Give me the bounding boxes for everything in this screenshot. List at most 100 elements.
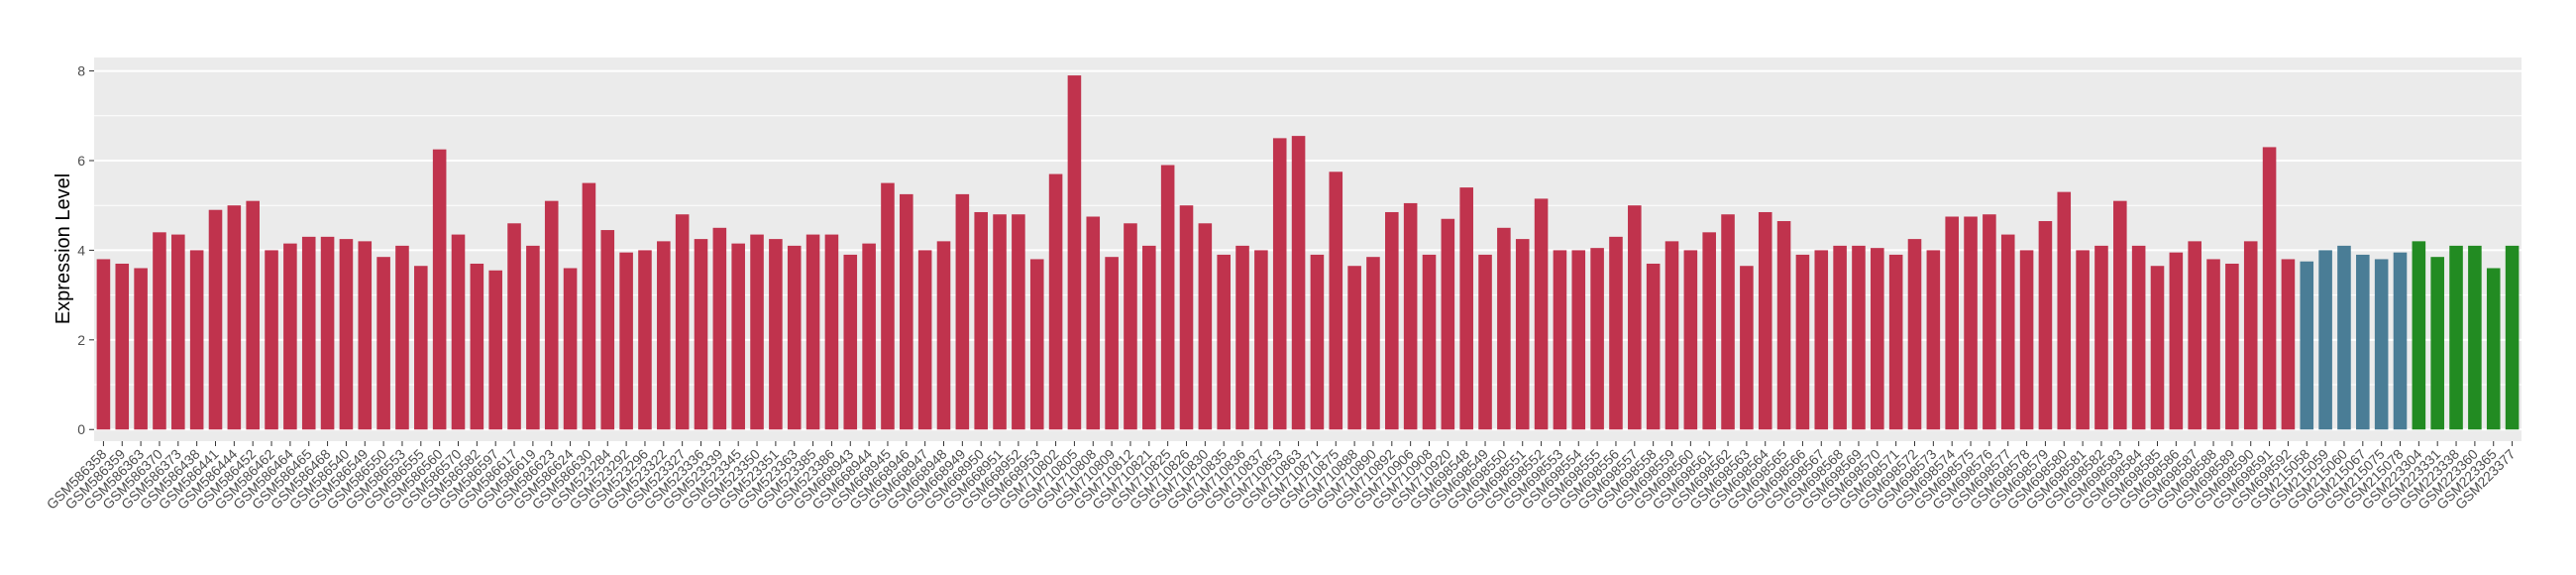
- bar: [189, 250, 204, 430]
- bar: [769, 239, 783, 430]
- bar: [1198, 223, 1213, 430]
- bar: [600, 230, 615, 430]
- bar: [657, 241, 671, 430]
- bar: [1888, 254, 1903, 430]
- bar: [470, 263, 484, 430]
- bar: [974, 211, 988, 430]
- bar: [712, 227, 727, 430]
- bar: [2000, 234, 2015, 430]
- bar: [750, 234, 764, 430]
- bar: [451, 234, 466, 430]
- y-tick-label: 4: [77, 242, 85, 258]
- bar: [1758, 211, 1772, 430]
- bar: [1590, 248, 1604, 430]
- bar: [1983, 214, 1996, 430]
- bar: [1515, 239, 1530, 430]
- bar: [1814, 250, 1829, 430]
- bar: [1329, 172, 1343, 430]
- bar: [993, 214, 1007, 430]
- bar: [1012, 214, 1025, 430]
- bar: [675, 214, 690, 430]
- bar: [1067, 75, 1082, 430]
- bar: [582, 182, 596, 430]
- bar: [2188, 241, 2201, 430]
- bar: [1776, 221, 1791, 430]
- bar: [1086, 216, 1101, 430]
- bar: [917, 250, 932, 430]
- bar: [1609, 236, 1623, 430]
- bar: [2038, 221, 2053, 430]
- bar: [787, 245, 802, 430]
- bar: [227, 205, 242, 430]
- bar: [2076, 250, 2090, 430]
- bar: [526, 245, 540, 430]
- bar: [1478, 254, 1492, 430]
- bar: [563, 268, 578, 430]
- bar: [1571, 250, 1586, 430]
- bar: [936, 241, 951, 430]
- bar: [246, 200, 260, 430]
- bar: [2243, 241, 2258, 430]
- bar: [955, 193, 970, 430]
- bar: [1664, 241, 1679, 430]
- bar: [1871, 248, 1884, 430]
- bar: [1926, 250, 1941, 430]
- bar: [1272, 138, 1287, 430]
- bar: [619, 252, 633, 430]
- bar: [1628, 205, 1642, 430]
- bar: [1907, 239, 1922, 430]
- bar: [301, 236, 316, 430]
- bar: [805, 234, 820, 430]
- bar: [2113, 200, 2127, 430]
- bar: [1553, 250, 1567, 430]
- bar: [376, 257, 390, 430]
- bar: [2337, 245, 2351, 430]
- bar: [694, 239, 708, 430]
- bar: [900, 193, 913, 430]
- bar: [358, 241, 373, 430]
- bar: [2468, 245, 2482, 430]
- bar: [1795, 254, 1810, 430]
- bar: [731, 243, 745, 430]
- bar: [2150, 266, 2165, 430]
- bar: [339, 239, 354, 430]
- bar: [2131, 245, 2146, 430]
- bar: [2393, 252, 2408, 430]
- bar: [2019, 250, 2034, 430]
- bar: [96, 259, 111, 430]
- bar: [2300, 261, 2314, 430]
- bar: [395, 245, 409, 430]
- bar: [1217, 254, 1231, 430]
- bar: [2057, 191, 2072, 430]
- bar: [1105, 257, 1119, 430]
- bar: [1497, 227, 1511, 430]
- bar: [1403, 202, 1418, 430]
- bar: [2505, 245, 2520, 430]
- y-tick-label: 8: [77, 63, 85, 79]
- y-axis-title: Expression Level: [53, 173, 74, 324]
- bar: [862, 243, 876, 430]
- bar: [507, 223, 521, 430]
- bar: [1702, 232, 1716, 430]
- bar: [2374, 259, 2389, 430]
- bar: [1964, 216, 1978, 430]
- bar: [1142, 245, 1156, 430]
- bar: [2412, 241, 2426, 430]
- bar: [1347, 266, 1361, 430]
- y-tick-label: 2: [77, 332, 85, 348]
- y-tick-label: 6: [77, 153, 85, 169]
- bar: [134, 268, 148, 430]
- bar: [1852, 245, 1866, 430]
- bar: [283, 243, 297, 430]
- bar: [2356, 254, 2370, 430]
- bar: [2281, 259, 2296, 430]
- bar: [1833, 245, 1847, 430]
- bar: [153, 232, 166, 430]
- bar: [1534, 198, 1549, 430]
- bar: [881, 182, 895, 430]
- bar: [2206, 259, 2220, 430]
- bar: [1160, 165, 1175, 430]
- bar: [2262, 147, 2277, 430]
- bar: [2430, 257, 2444, 430]
- bar: [1683, 250, 1698, 430]
